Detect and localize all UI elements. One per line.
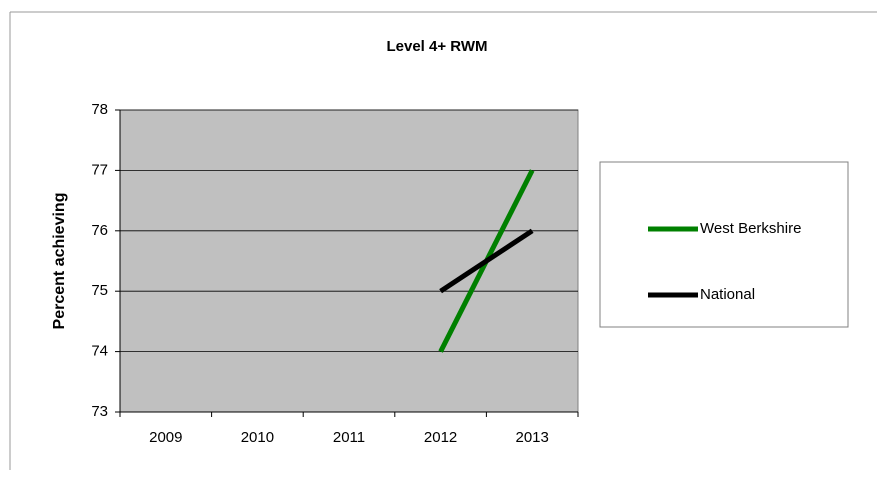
y-tick-label: 76 <box>91 222 108 239</box>
legend <box>599 161 849 328</box>
x-tick-label: 2012 <box>424 429 457 446</box>
legend-label: National <box>700 286 755 303</box>
x-tick-label: 2010 <box>241 429 274 446</box>
y-tick-label: 77 <box>91 161 108 178</box>
y-axis-label: Percent achieving <box>51 193 68 330</box>
legend-label: West Berkshire <box>700 220 801 237</box>
y-tick-label: 75 <box>91 282 108 299</box>
data-line <box>439 228 534 294</box>
chart-title: Level 4+ RWM <box>386 38 487 55</box>
y-tick-label: 74 <box>91 343 108 360</box>
x-tick-label: 2011 <box>333 429 365 446</box>
plot-area <box>119 109 579 413</box>
y-tick-label: 73 <box>91 403 108 420</box>
y-tick-label: 78 <box>91 101 108 118</box>
x-tick-label: 2013 <box>516 429 549 446</box>
x-tick-label: 2009 <box>149 429 182 446</box>
